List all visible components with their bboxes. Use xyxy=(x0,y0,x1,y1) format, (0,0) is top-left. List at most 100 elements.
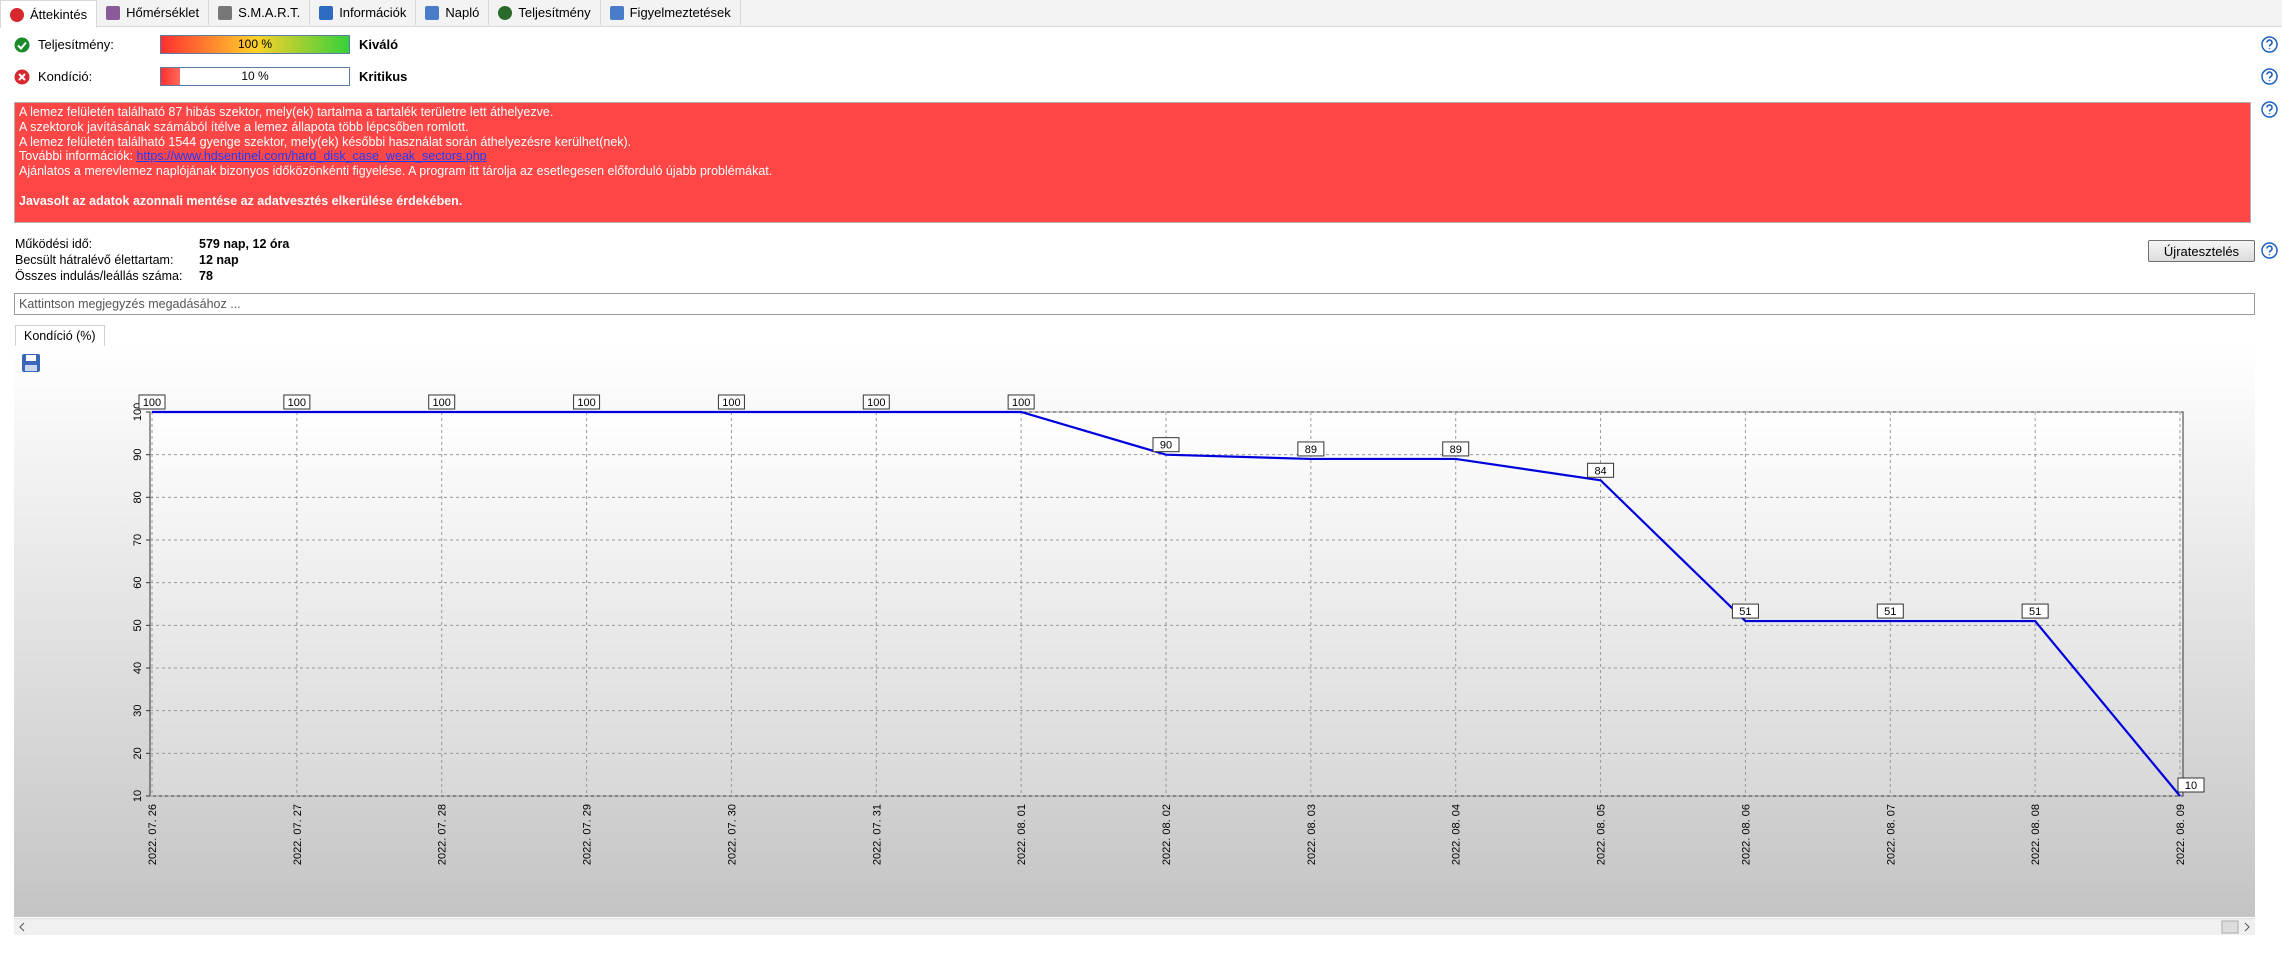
chart-tab[interactable]: Kondíció (%) xyxy=(15,325,105,347)
x-tick-label: 2022. 07. 26 xyxy=(147,804,159,865)
x-tick-label: 2022. 07. 31 xyxy=(871,804,883,865)
retest-button[interactable]: Újratesztelés xyxy=(2148,240,2255,262)
value-label: 100 xyxy=(722,397,740,409)
value-label: 51 xyxy=(1884,606,1896,618)
x-tick-label: 2022. 07. 30 xyxy=(726,804,738,865)
tab-icon xyxy=(498,5,513,20)
y-tick-label: 90 xyxy=(132,449,144,461)
status-label: Kondíció: xyxy=(38,69,93,84)
value-label-box xyxy=(138,394,166,410)
y-tick-label: 60 xyxy=(132,577,144,589)
y-tick-label: 70 xyxy=(132,534,144,546)
info-link[interactable]: https://www.hdsentinel.com/hard_disk_cas… xyxy=(136,149,487,164)
tab[interactable]: S.M.A.R.T. xyxy=(209,0,311,25)
value-label: 100 xyxy=(1012,397,1030,409)
alert-spacer xyxy=(19,179,2246,194)
tab-icon xyxy=(10,7,24,22)
info-label: Összes indulás/leállás száma: xyxy=(15,269,183,283)
tab-label: Teljesítmény xyxy=(518,5,591,20)
status-rating: Kritikus xyxy=(359,69,408,84)
alert-box: A lemez felületén található 87 hibás sze… xyxy=(14,102,2251,223)
x-tick-label: 2022. 08. 07 xyxy=(1885,804,1897,865)
help-icon[interactable] xyxy=(2261,242,2278,259)
info-value: 579 nap, 12 óra xyxy=(199,237,290,251)
value-label-box xyxy=(2021,603,2049,619)
tab-label: Áttekintés xyxy=(30,7,88,22)
value-label-box xyxy=(862,394,890,410)
x-tick-label: 2022. 07. 27 xyxy=(292,804,304,865)
help-icon[interactable] xyxy=(2261,68,2278,85)
x-tick-label: 2022. 08. 04 xyxy=(1451,804,1463,865)
tab[interactable]: Napló xyxy=(416,0,490,25)
y-tick-label: 40 xyxy=(132,662,144,674)
value-label-box xyxy=(1731,603,1759,619)
status-icon-ok xyxy=(14,37,30,56)
value-label-box xyxy=(428,394,456,410)
value-label-box xyxy=(283,394,311,410)
tab-label: Hőmérséklet xyxy=(126,5,200,20)
condition-chart: 10 20 30 40 50 60 70 80 90 100 2022. 07. 26 2022. 0… xyxy=(14,346,2255,917)
value-label: 100 xyxy=(288,397,306,409)
tab[interactable]: Teljesítmény xyxy=(489,0,601,25)
value-label-box xyxy=(1876,603,1904,619)
x-tick-label: 2022. 08. 02 xyxy=(1161,804,1173,865)
y-tick-label: 50 xyxy=(132,619,144,631)
value-label-box xyxy=(573,394,601,410)
x-tick-label: 2022. 08. 05 xyxy=(1596,804,1608,865)
value-label: 51 xyxy=(2029,606,2041,618)
tab[interactable]: Figyelmeztetések xyxy=(601,0,741,25)
tab[interactable]: Hőmérséklet xyxy=(97,0,210,25)
save-icon[interactable] xyxy=(22,354,40,372)
note-input[interactable]: Kattintson megjegyzés megadásához ... xyxy=(14,293,2255,315)
tab-icon xyxy=(319,5,334,20)
value-label-box xyxy=(1152,437,1180,453)
value-label-box xyxy=(1587,462,1615,478)
info-value: 78 xyxy=(199,269,213,283)
tab-label: Figyelmeztetések xyxy=(629,5,731,20)
value-label: 89 xyxy=(1305,444,1317,456)
x-tick-label: 2022. 08. 03 xyxy=(1306,804,1318,865)
info-value: 12 nap xyxy=(199,253,239,267)
tab-icon xyxy=(425,5,440,20)
alert-recommendation: Javasolt az adatok azonnali mentése az a… xyxy=(19,193,463,208)
bar-fill xyxy=(161,36,349,53)
value-label-box xyxy=(1297,441,1325,457)
info-label: Működési idő: xyxy=(15,237,93,251)
tab-label: Napló xyxy=(445,5,480,20)
status-icon-error xyxy=(14,69,30,88)
value-label: 89 xyxy=(1450,444,1462,456)
status-rating: Kiváló xyxy=(359,37,399,52)
value-label: 100 xyxy=(577,397,595,409)
x-tick-label: 2022. 08. 06 xyxy=(1740,804,1752,865)
bar-label: 100 % xyxy=(237,37,273,51)
alert-line: Ajánlatos a merevlemez naplójának bizony… xyxy=(19,164,773,179)
info-label: Becsült hátralévő élettartam: xyxy=(15,253,174,267)
bar-fill xyxy=(161,68,180,85)
x-tick-label: 2022. 08. 09 xyxy=(2175,804,2187,865)
bar-label: 10 % xyxy=(241,69,269,83)
help-icon[interactable] xyxy=(2261,101,2278,118)
y-tick-label: 80 xyxy=(132,491,144,503)
value-label: 100 xyxy=(433,397,451,409)
horizontal-scrollbar[interactable] xyxy=(14,918,2255,935)
link-prefix: További információk: xyxy=(19,149,133,164)
condition-bar: 10 % xyxy=(160,67,350,86)
tab[interactable]: Információk xyxy=(310,0,417,25)
alert-line: A szektorok javításának számából ítélve … xyxy=(19,119,469,134)
condition-line xyxy=(152,410,2181,797)
help-icon[interactable] xyxy=(2261,36,2278,53)
tab-label: Információk xyxy=(339,5,407,20)
tab-label: S.M.A.R.T. xyxy=(238,5,301,20)
x-tick-label: 2022. 08. 01 xyxy=(1016,804,1028,865)
value-label: 51 xyxy=(1739,606,1751,618)
x-tick-label: 2022. 07. 28 xyxy=(437,804,449,865)
alert-link-line: További információk: https://www.hdsenti… xyxy=(19,149,2246,164)
y-tick-label: 20 xyxy=(132,747,144,759)
tab-icon xyxy=(218,5,233,20)
value-label: 84 xyxy=(1594,465,1606,477)
value-label: 100 xyxy=(143,397,161,409)
value-label: 10 xyxy=(2185,780,2197,792)
tab[interactable]: Áttekintés xyxy=(0,0,98,28)
value-label: 100 xyxy=(867,397,885,409)
